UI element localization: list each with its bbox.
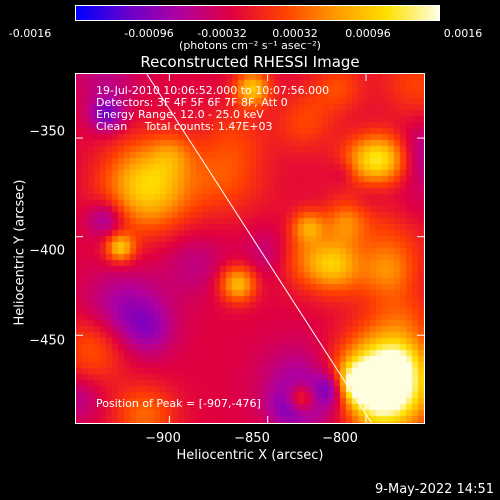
plot-title: Reconstructed RHESSI Image — [140, 53, 360, 71]
colorbar-gradient — [76, 6, 439, 20]
solar-limb-line — [146, 74, 373, 423]
colorbar-tick-labels: -0.0016 -0.00096 -0.00032 0.00032 0.0009… — [0, 0, 500, 60]
colorbar-tick-label: -0.0016 — [8, 27, 52, 40]
heatmap-image — [76, 74, 424, 423]
y-tick-label: −350 — [29, 124, 65, 140]
colorbar-tick-label: 0.0016 — [443, 27, 483, 40]
colorbar — [75, 5, 440, 21]
colorbar-tick-label: -0.00096 — [124, 27, 174, 40]
y-tick-label: −450 — [29, 333, 65, 349]
x-tick-label: −850 — [234, 431, 270, 446]
annotation-energy-range: Energy Range: 12.0 - 25.0 keV — [96, 108, 264, 121]
annotation-clean-counts: Clean Total counts: 1.47E+03 — [96, 120, 273, 133]
annotation-detectors: Detectors: 3F 4F 5F 6F 7F 8F, Att 0 — [96, 96, 288, 109]
y-tick-label: −400 — [29, 243, 65, 259]
annotation-time-range: 19-Jul-2010 10:06:52.000 to 10:07:56.000 — [96, 84, 330, 97]
colorbar-tick-label: 0.00096 — [345, 27, 391, 40]
x-axis-label: Heliocentric X (arcsec) — [176, 448, 324, 463]
x-tick-label: −900 — [145, 431, 181, 446]
annotation-peak-position: Position of Peak = [-907,-476] — [96, 397, 261, 410]
colorbar-tick-label: 0.00032 — [272, 27, 318, 40]
colorbar-unit-label: (photons cm⁻² s⁻¹ asec⁻²) — [179, 39, 321, 52]
colorbar-tick-label: -0.00032 — [197, 27, 247, 40]
footer-timestamp: 9-May-2022 14:51 — [375, 482, 494, 497]
y-axis-label: Heliocentric Y (arcsec) — [12, 179, 28, 326]
heatmap-plot-area: 19-Jul-2010 10:06:52.000 to 10:07:56.000… — [75, 73, 425, 424]
limb-line-layer — [146, 74, 373, 423]
x-tick-label: −800 — [322, 431, 358, 446]
